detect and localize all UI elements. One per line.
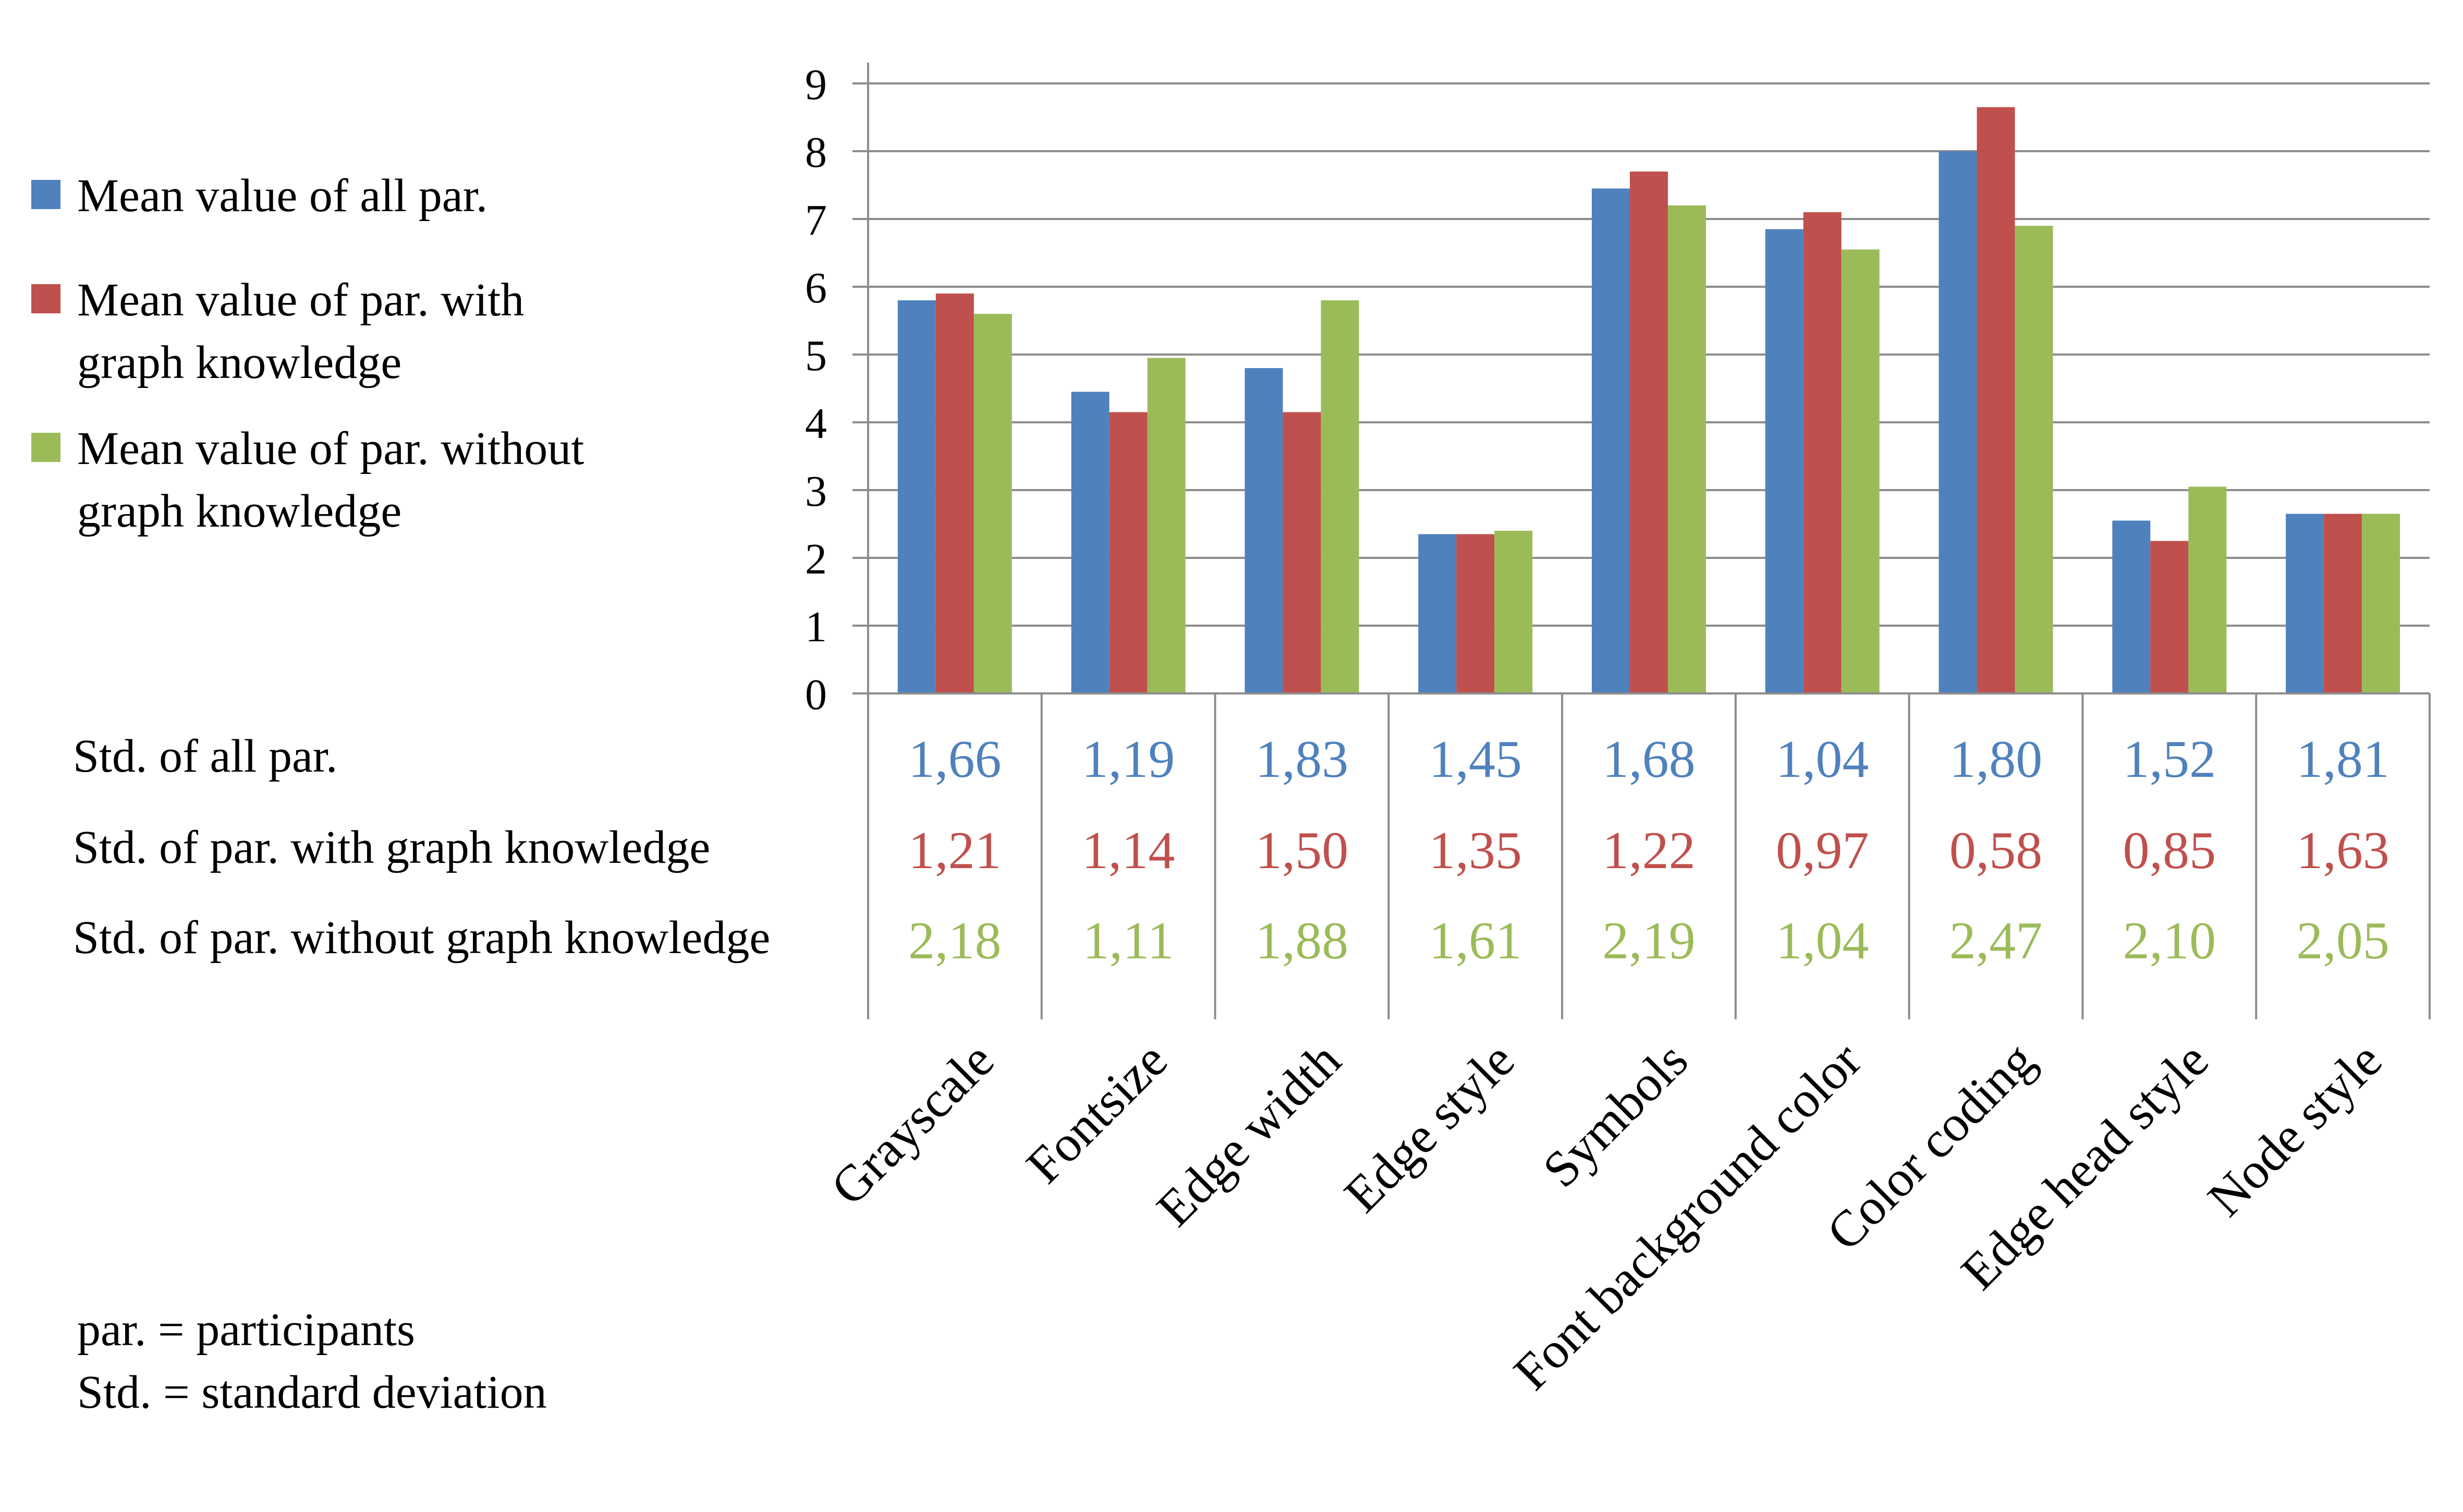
- bar: [897, 300, 936, 693]
- std-value: 0,58: [1949, 821, 2043, 880]
- std-value: 1,80: [1949, 730, 2043, 789]
- std-value: 1,04: [1776, 911, 1869, 970]
- std-value: 1,50: [1255, 821, 1349, 880]
- bar: [1977, 107, 2015, 693]
- bar: [1841, 249, 1880, 693]
- std-table: Std. of all par. 1,66 1,19 1,83 1,45 1,68 1,04…: [73, 730, 2389, 970]
- x-tick-label: Edge style: [1334, 1032, 1525, 1223]
- bar: [2324, 514, 2362, 693]
- bar: [2015, 226, 2053, 693]
- std-value: 1,83: [1255, 730, 1349, 789]
- y-tick-label: 1: [805, 603, 827, 651]
- std-value: 0,97: [1776, 821, 1869, 880]
- legend-label: graph knowledge: [77, 485, 401, 537]
- std-value: 1,88: [1255, 911, 1349, 970]
- bar: [1245, 368, 1283, 693]
- std-value: 1,14: [1082, 821, 1175, 880]
- bar: [1630, 172, 1668, 693]
- footnote: Std. = standard deviation: [77, 1367, 547, 1418]
- y-tick-label: 6: [805, 264, 827, 312]
- y-tick-labels: 0 1 2 3 4 5 6 7 8 9: [805, 60, 827, 719]
- x-tick-label: Font background color: [1503, 1032, 1872, 1401]
- legend: Mean value of all par. Mean value of par.…: [31, 170, 584, 537]
- legend-label: Mean value of all par.: [77, 170, 487, 222]
- std-value: 1,63: [2296, 821, 2389, 880]
- std-value: 1,45: [1429, 730, 1522, 789]
- std-value: 2,47: [1949, 911, 2043, 970]
- x-tick-label: Grayscale: [821, 1032, 1005, 1216]
- std-value: 1,11: [1083, 911, 1174, 970]
- bar: [1147, 358, 1186, 693]
- legend-swatch: [31, 433, 60, 462]
- std-value: 1,35: [1429, 821, 1522, 880]
- std-value: 2,10: [2123, 911, 2216, 970]
- bar: [1494, 531, 1533, 693]
- bar: [2112, 520, 2151, 693]
- std-value: 1,66: [908, 730, 1002, 789]
- bar: [1283, 412, 1321, 693]
- bar: [1321, 300, 1359, 693]
- y-tick-label: 0: [805, 670, 827, 719]
- bar: [1109, 412, 1148, 693]
- x-tick-label: Edge width: [1147, 1032, 1352, 1237]
- std-value: 1,61: [1429, 911, 1522, 970]
- y-tick-label: 7: [805, 196, 827, 245]
- std-value: 2,05: [2296, 911, 2389, 970]
- bar: [1668, 205, 1706, 693]
- table-row-label: Std. of par. with graph knowledge: [73, 822, 710, 873]
- bar: [973, 314, 1012, 693]
- bar: [1456, 534, 1495, 693]
- bar: [2362, 514, 2400, 693]
- std-value: 1,19: [1082, 730, 1175, 789]
- axes: [852, 63, 2431, 1019]
- bar: [1938, 151, 1977, 693]
- y-tick-label: 9: [805, 60, 827, 109]
- std-value: 2,19: [1602, 911, 1696, 970]
- bars: [897, 107, 2400, 693]
- y-tick-label: 4: [805, 399, 827, 448]
- table-row-label: Std. of all par.: [73, 730, 337, 782]
- bar: [1592, 188, 1630, 693]
- table-row-label: Std. of par. without graph knowledge: [73, 912, 770, 964]
- bar: [2286, 514, 2324, 693]
- bar: [2150, 541, 2189, 693]
- bar: [1803, 212, 1842, 693]
- y-tick-label: 5: [805, 332, 827, 380]
- legend-label: Mean value of par. with: [77, 274, 524, 326]
- footnote: par. = participants: [77, 1304, 415, 1356]
- bar: [1765, 229, 1803, 693]
- std-value: 1,04: [1776, 730, 1869, 789]
- x-tick-label: Node style: [2198, 1032, 2393, 1227]
- bar: [935, 294, 974, 693]
- std-value: 1,21: [908, 821, 1002, 880]
- std-value: 0,85: [2123, 821, 2216, 880]
- std-value: 2,18: [908, 911, 1002, 970]
- std-value: 1,81: [2296, 730, 2389, 789]
- bar: [1418, 534, 1457, 693]
- legend-label: graph knowledge: [77, 337, 401, 388]
- legend-swatch: [31, 180, 60, 209]
- y-tick-label: 3: [805, 467, 827, 516]
- std-value: 1,68: [1602, 730, 1696, 789]
- bar: [1071, 392, 1109, 693]
- y-tick-label: 8: [805, 128, 827, 177]
- std-value: 1,52: [2123, 730, 2216, 789]
- bar: [2188, 486, 2227, 693]
- x-tick-label: Symbols: [1532, 1032, 1699, 1198]
- y-tick-label: 2: [805, 535, 827, 583]
- x-tick-label: Fontsize: [1016, 1032, 1178, 1194]
- std-value: 1,22: [1602, 821, 1696, 880]
- legend-swatch: [31, 284, 60, 313]
- notes: par. = participants Std. = standard devia…: [77, 1304, 547, 1418]
- legend-label: Mean value of par. without: [77, 423, 584, 474]
